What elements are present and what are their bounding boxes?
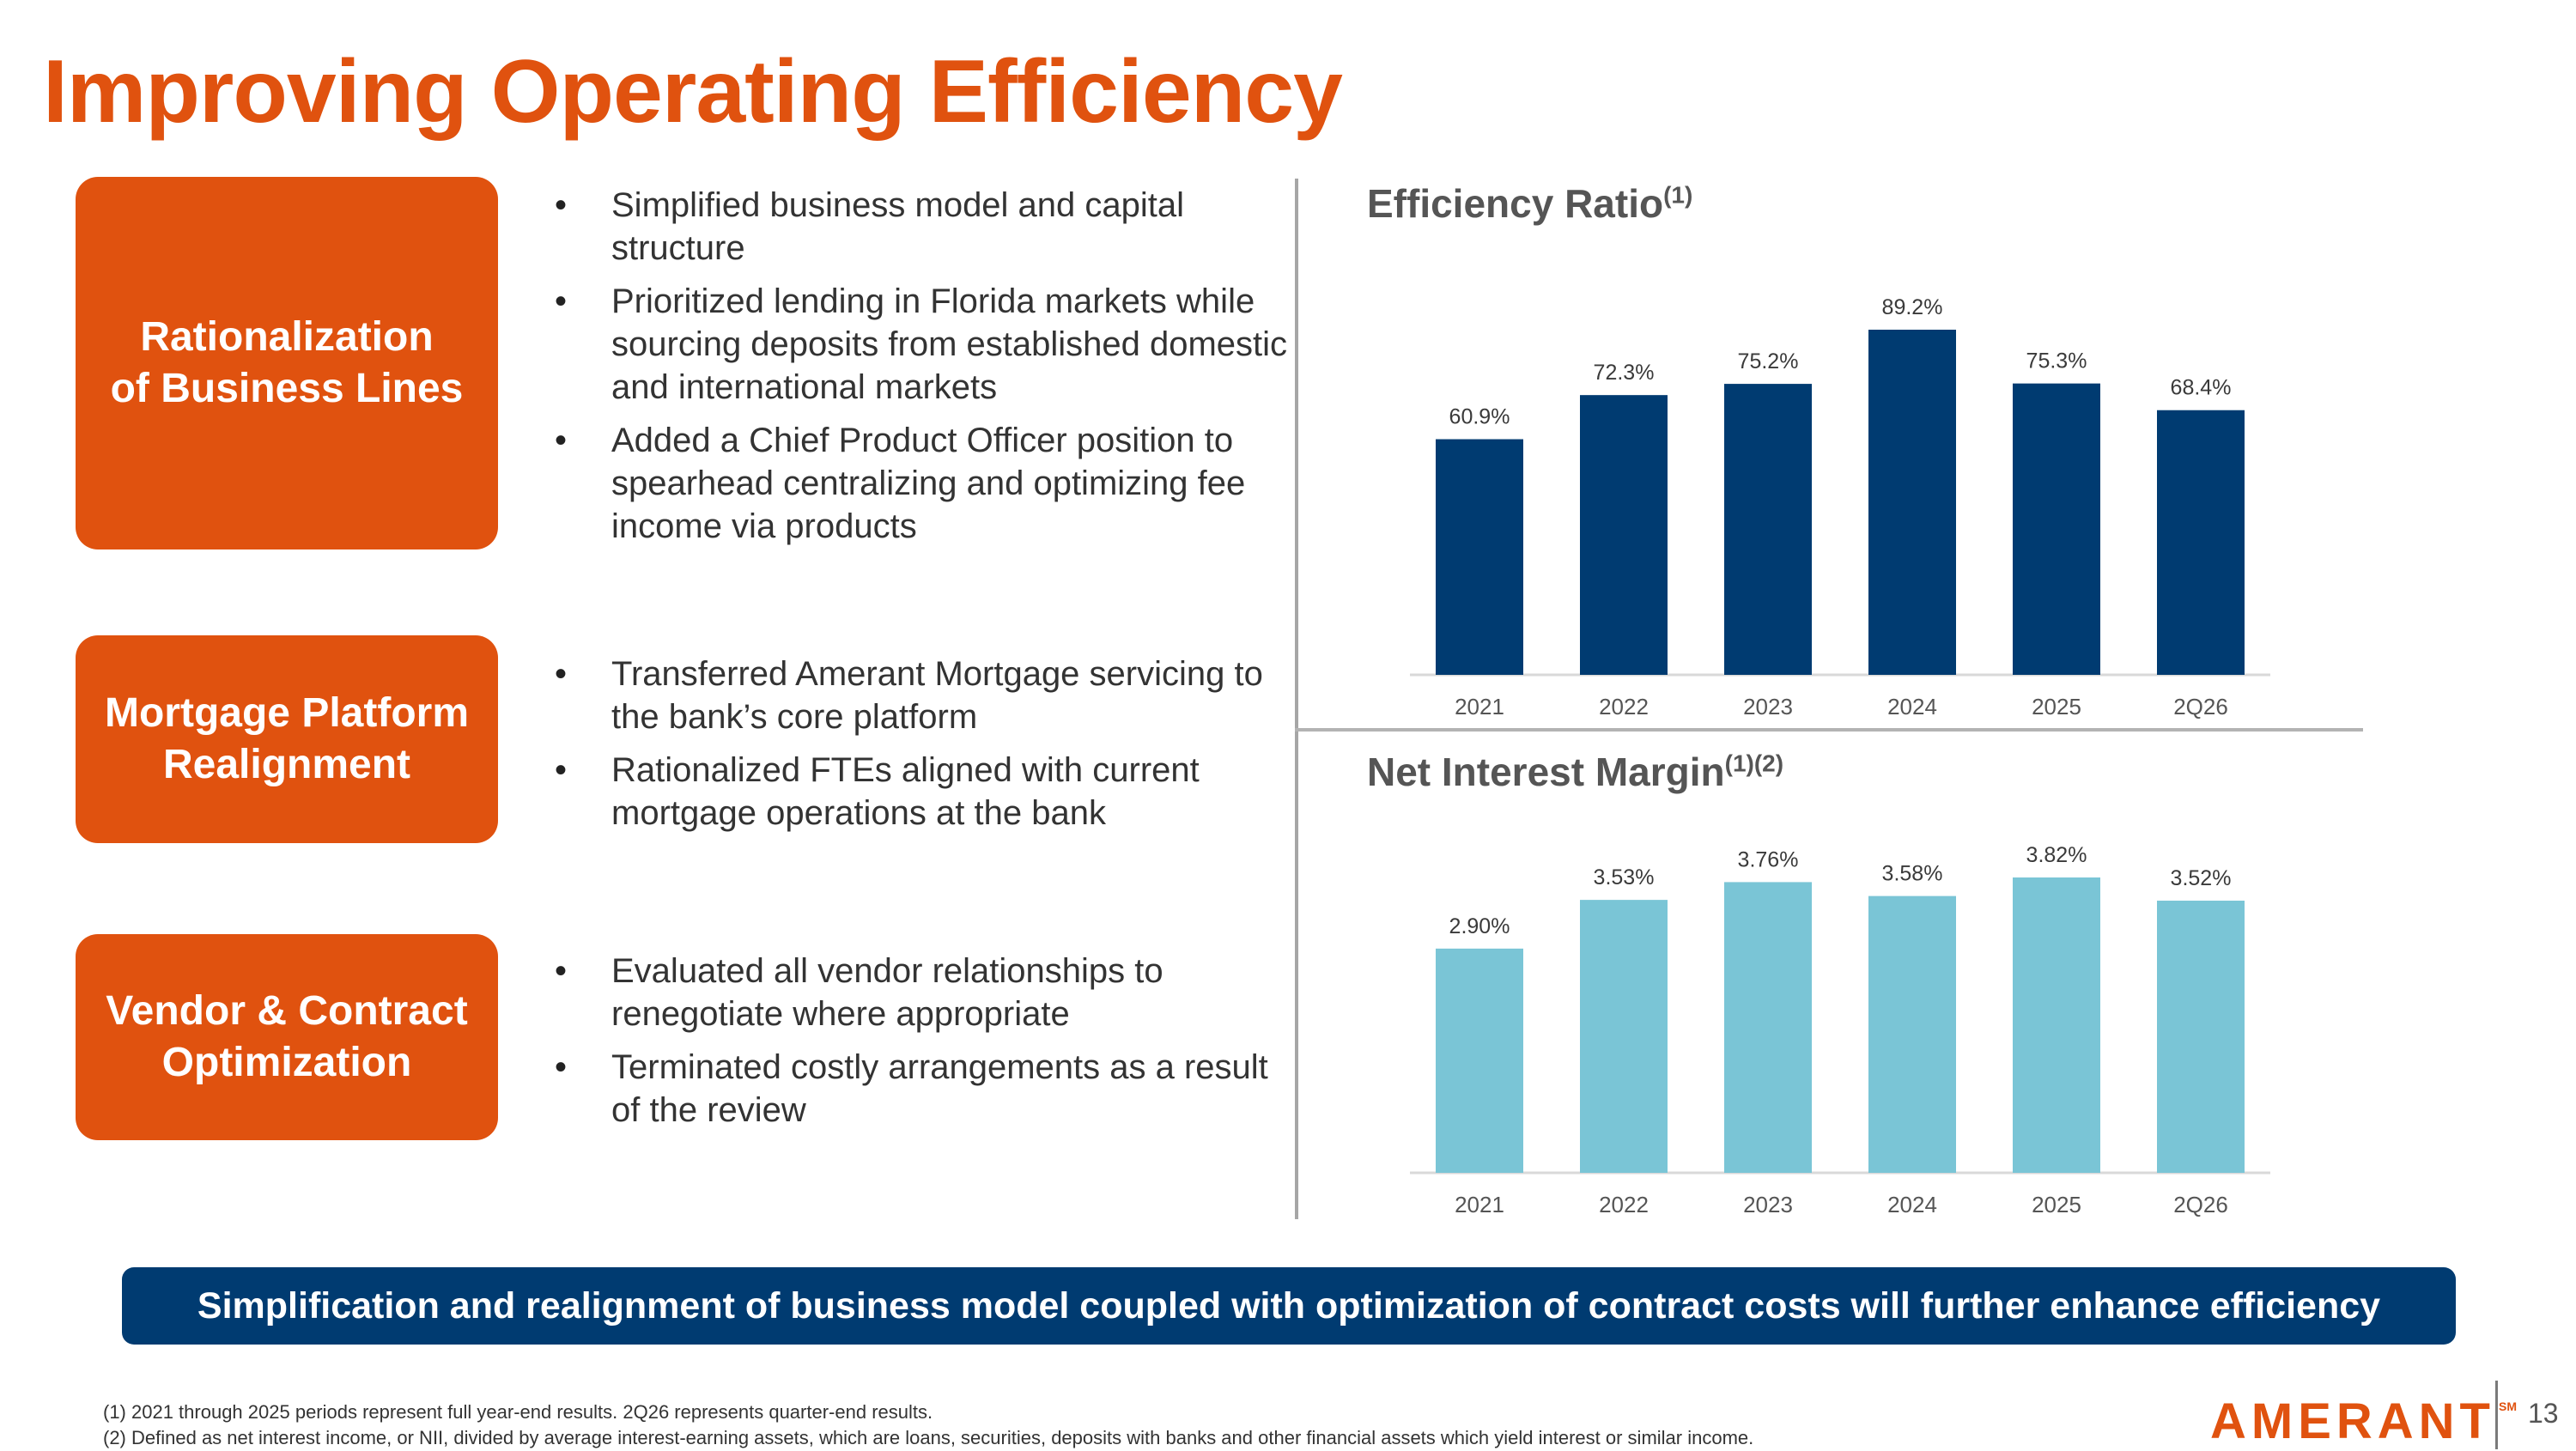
tick-label: 2025 <box>2032 694 2081 719</box>
footnotes: (1) 2021 through 2025 periods represent … <box>103 1399 1753 1451</box>
data-label: 3.52% <box>2171 866 2232 890</box>
tick-label: 2023 <box>1743 694 1793 719</box>
bullet-item: Prioritized lending in Florida markets w… <box>550 280 1288 409</box>
amerant-logo: AMERANT SM <box>2210 1393 2517 1450</box>
bullet-item: Rationalized FTEs aligned with current m… <box>550 749 1288 835</box>
data-label: 3.58% <box>1882 862 1943 886</box>
tick-label: 2Q26 <box>2173 694 2228 719</box>
page-number: 13 <box>2528 1398 2559 1429</box>
data-label: 3.53% <box>1594 865 1655 889</box>
tick-label: 2Q26 <box>2173 1192 2228 1217</box>
bar <box>1868 330 1956 675</box>
tick-label: 2021 <box>1455 1192 1504 1217</box>
data-label: 75.3% <box>2026 349 2087 373</box>
bullet-item: Terminated costly arrangements as a resu… <box>550 1046 1288 1132</box>
horizontal-divider <box>1295 728 2363 732</box>
bar <box>2013 877 2100 1173</box>
bar <box>1724 384 1812 675</box>
section-label-rationalization: Rationalization of Business Lines <box>76 177 498 549</box>
bar <box>1724 882 1812 1173</box>
page-title: Improving Operating Efficiency <box>43 42 1343 142</box>
chart-title-text: Efficiency Ratio <box>1367 181 1664 226</box>
data-label: 89.2% <box>1882 295 1943 319</box>
bar <box>1436 948 1523 1173</box>
data-label: 3.76% <box>1738 847 1799 871</box>
footnote-2: (2) Defined as net interest income, or N… <box>103 1427 1754 1448</box>
tick-label: 2023 <box>1743 1192 1793 1217</box>
data-label: 68.4% <box>2171 376 2232 400</box>
chart-title-footnote-ref: (1) <box>1663 181 1693 209</box>
logo-divider <box>2495 1381 2498 1449</box>
tick-label: 2024 <box>1887 694 1937 719</box>
bar <box>1436 439 1523 675</box>
tick-label: 2024 <box>1887 1192 1937 1217</box>
bar <box>1580 395 1668 675</box>
logo-text: AMERANT <box>2210 1393 2495 1449</box>
data-label: 3.82% <box>2026 843 2087 867</box>
footnote-1: (1) 2021 through 2025 periods represent … <box>103 1401 933 1423</box>
bullet-item: Simplified business model and capital st… <box>550 184 1288 270</box>
bullet-list-mortgage: Transferred Amerant Mortgage servicing t… <box>550 653 1288 845</box>
summary-banner: Simplification and realignment of busine… <box>122 1267 2456 1345</box>
data-label: 72.3% <box>1594 361 1655 385</box>
bullet-list-vendor: Evaluated all vendor relationships to re… <box>550 950 1288 1142</box>
bullet-item: Added a Chief Product Officer position t… <box>550 419 1288 548</box>
tick-label: 2021 <box>1455 694 1504 719</box>
bar <box>2157 410 2245 675</box>
net-interest-margin-title: Net Interest Margin(1)(2) <box>1367 749 1783 795</box>
logo-service-mark: SM <box>2498 1399 2517 1413</box>
tick-label: 2025 <box>2032 1192 2081 1217</box>
tick-label: 2022 <box>1599 1192 1649 1217</box>
section-label-vendor: Vendor & Contract Optimization <box>76 934 498 1140</box>
efficiency-ratio-title: Efficiency Ratio(1) <box>1367 180 1692 227</box>
bullet-item: Transferred Amerant Mortgage servicing t… <box>550 653 1288 738</box>
data-label: 60.9% <box>1449 405 1510 429</box>
bar <box>2013 383 2100 675</box>
bullet-list-rationalization: Simplified business model and capital st… <box>550 184 1288 558</box>
chart-title-footnote-ref: (1)(2) <box>1724 750 1784 777</box>
bullet-item: Evaluated all vendor relationships to re… <box>550 950 1288 1035</box>
bar <box>1868 895 1956 1173</box>
tick-label: 2022 <box>1599 694 1649 719</box>
data-label: 75.2% <box>1738 349 1799 373</box>
bar <box>2157 901 2245 1173</box>
data-label: 2.90% <box>1449 914 1510 938</box>
bar <box>1580 900 1668 1173</box>
section-label-mortgage: Mortgage Platform Realignment <box>76 635 498 843</box>
vertical-divider <box>1295 179 1298 1219</box>
chart-title-text: Net Interest Margin <box>1367 750 1725 794</box>
